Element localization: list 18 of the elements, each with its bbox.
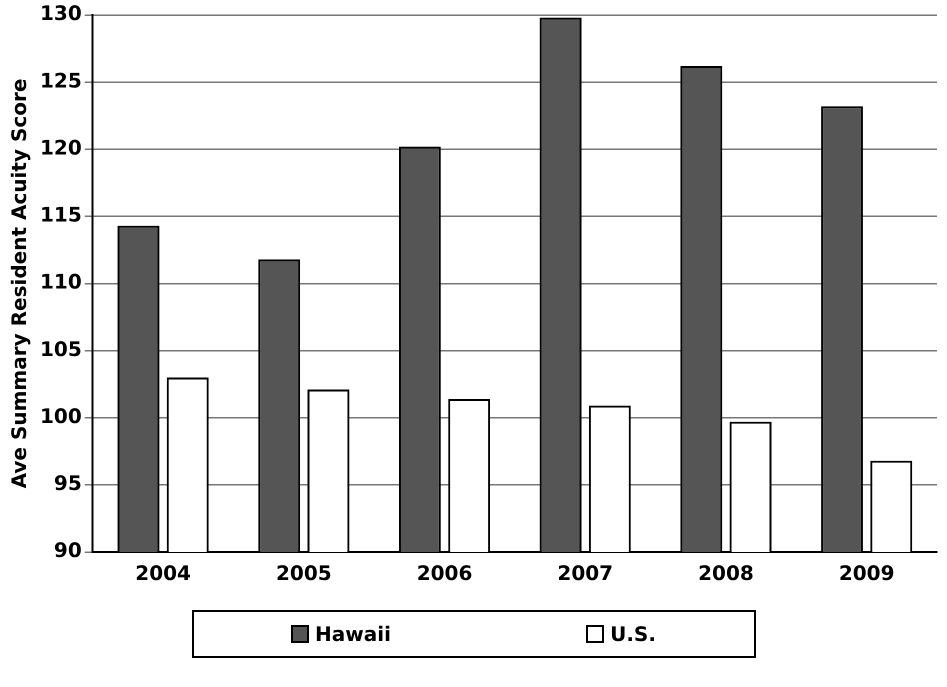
- y-tick-label: 105: [40, 336, 82, 361]
- y-tick-label: 120: [40, 135, 82, 160]
- y-tick-label: 115: [40, 202, 82, 227]
- y-tick-label: 130: [40, 1, 82, 26]
- x-tick-label: 2008: [698, 561, 754, 586]
- x-tick-label: 2009: [838, 561, 894, 586]
- x-tick-label: 2006: [416, 561, 472, 586]
- series-label: U.S.: [610, 622, 656, 646]
- y-tick-label: 125: [40, 68, 82, 92]
- y-tick-label: 100: [40, 404, 82, 428]
- x-tick-label: 2005: [276, 561, 332, 586]
- legend-label: Hawaii: [315, 622, 391, 646]
- x-tick-label: 2004: [135, 561, 191, 586]
- y-tick-label: 95: [54, 471, 82, 496]
- y-tick-label: 110: [40, 270, 82, 294]
- x-tick-label: 2007: [557, 561, 614, 586]
- y-tick-label: 90: [54, 538, 82, 562]
- y-axis-title: Ave Summary Resident Acuity Score: [7, 78, 32, 488]
